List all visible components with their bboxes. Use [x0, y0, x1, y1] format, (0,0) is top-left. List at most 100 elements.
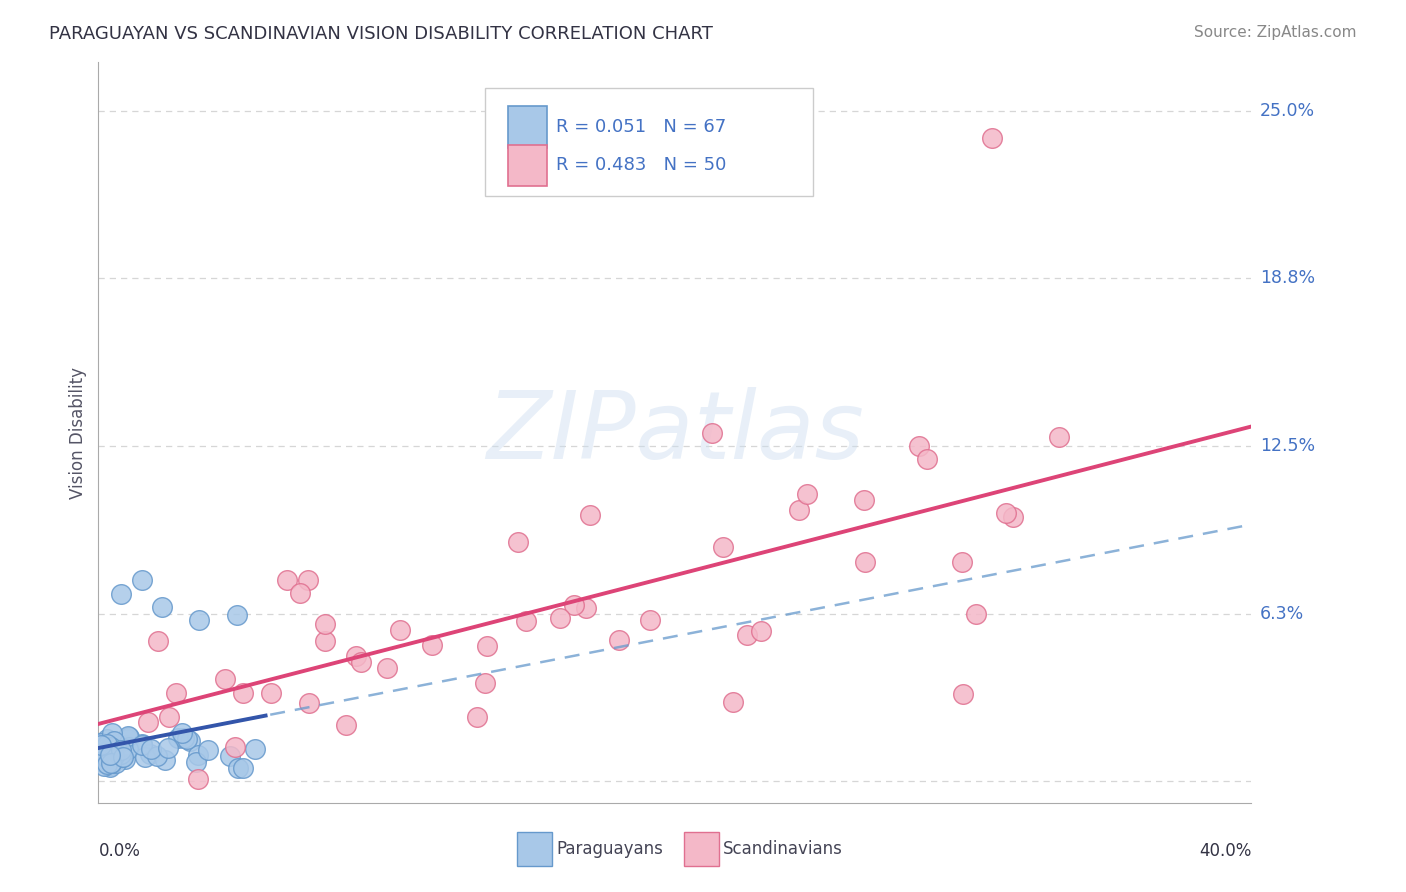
- Point: [288, 585, 311, 599]
- Point: [100, 726, 122, 740]
- Point: [638, 613, 661, 627]
- Point: [97, 757, 120, 772]
- Point: [375, 660, 398, 674]
- Point: [98, 741, 121, 756]
- Point: [297, 696, 319, 710]
- Point: [114, 752, 136, 766]
- Text: PARAGUAYAN VS SCANDINAVIAN VISION DISABILITY CORRELATION CHART: PARAGUAYAN VS SCANDINAVIAN VISION DISABI…: [49, 25, 713, 43]
- FancyBboxPatch shape: [685, 831, 718, 866]
- Point: [751, 624, 773, 638]
- Point: [952, 687, 974, 701]
- Point: [172, 726, 194, 740]
- Point: [346, 649, 368, 664]
- Point: [96, 740, 118, 755]
- Point: [100, 756, 122, 770]
- Point: [108, 747, 131, 762]
- Point: [98, 760, 121, 774]
- Point: [314, 634, 336, 648]
- Point: [1001, 510, 1024, 524]
- Point: [981, 130, 1004, 145]
- Point: [994, 506, 1017, 520]
- Point: [711, 540, 734, 554]
- FancyBboxPatch shape: [517, 831, 551, 866]
- Point: [100, 748, 122, 763]
- Y-axis label: Vision Disability: Vision Disability: [69, 367, 87, 499]
- Text: 25.0%: 25.0%: [1260, 102, 1315, 120]
- FancyBboxPatch shape: [485, 88, 813, 195]
- Point: [562, 599, 585, 613]
- Point: [950, 555, 973, 569]
- Point: [214, 672, 236, 686]
- Point: [508, 535, 530, 549]
- Point: [188, 614, 211, 628]
- Point: [96, 737, 118, 751]
- Point: [103, 734, 125, 748]
- Point: [110, 586, 132, 600]
- Point: [226, 761, 249, 775]
- Point: [153, 752, 176, 766]
- Point: [187, 747, 209, 762]
- Point: [276, 573, 298, 587]
- Point: [156, 740, 179, 755]
- Point: [735, 628, 758, 642]
- Point: [243, 741, 266, 756]
- Point: [335, 718, 357, 732]
- Point: [117, 730, 139, 744]
- Text: Scandinavians: Scandinavians: [723, 839, 844, 858]
- Point: [100, 758, 122, 772]
- Point: [90, 738, 112, 752]
- Point: [219, 748, 242, 763]
- Point: [134, 749, 156, 764]
- Point: [173, 731, 195, 746]
- Point: [131, 573, 153, 587]
- Point: [853, 555, 876, 569]
- Point: [165, 686, 187, 700]
- Point: [515, 615, 537, 629]
- Text: 18.8%: 18.8%: [1260, 269, 1315, 287]
- Point: [139, 747, 162, 761]
- Point: [232, 686, 254, 700]
- Point: [1047, 430, 1070, 444]
- Point: [186, 755, 208, 769]
- Point: [90, 736, 112, 750]
- Point: [110, 743, 132, 757]
- Point: [146, 633, 169, 648]
- Point: [915, 452, 938, 467]
- Text: Paraguayans: Paraguayans: [557, 839, 664, 858]
- Point: [350, 655, 373, 669]
- Point: [136, 715, 159, 730]
- Point: [197, 743, 219, 757]
- Point: [139, 741, 162, 756]
- Point: [607, 632, 630, 647]
- Text: 12.5%: 12.5%: [1260, 437, 1315, 455]
- Point: [104, 737, 127, 751]
- Point: [231, 761, 254, 775]
- Point: [117, 729, 139, 743]
- Text: Source: ZipAtlas.com: Source: ZipAtlas.com: [1194, 25, 1357, 40]
- Point: [105, 738, 128, 752]
- Point: [179, 734, 201, 748]
- Point: [90, 736, 112, 750]
- Point: [908, 439, 931, 453]
- Point: [787, 503, 810, 517]
- Point: [145, 749, 167, 764]
- Text: ZIPatlas: ZIPatlas: [486, 387, 863, 478]
- Point: [91, 741, 114, 756]
- Point: [96, 757, 118, 772]
- Point: [260, 686, 283, 700]
- Point: [117, 731, 139, 746]
- Point: [93, 759, 115, 773]
- Point: [117, 741, 139, 756]
- Point: [314, 617, 336, 632]
- Point: [700, 425, 723, 440]
- Point: [420, 639, 443, 653]
- Point: [150, 599, 173, 614]
- Text: R = 0.483   N = 50: R = 0.483 N = 50: [557, 156, 727, 174]
- Point: [157, 710, 180, 724]
- Point: [118, 740, 141, 755]
- Point: [97, 748, 120, 763]
- Point: [131, 738, 153, 752]
- Point: [388, 624, 411, 638]
- Point: [115, 738, 138, 752]
- Point: [100, 739, 122, 753]
